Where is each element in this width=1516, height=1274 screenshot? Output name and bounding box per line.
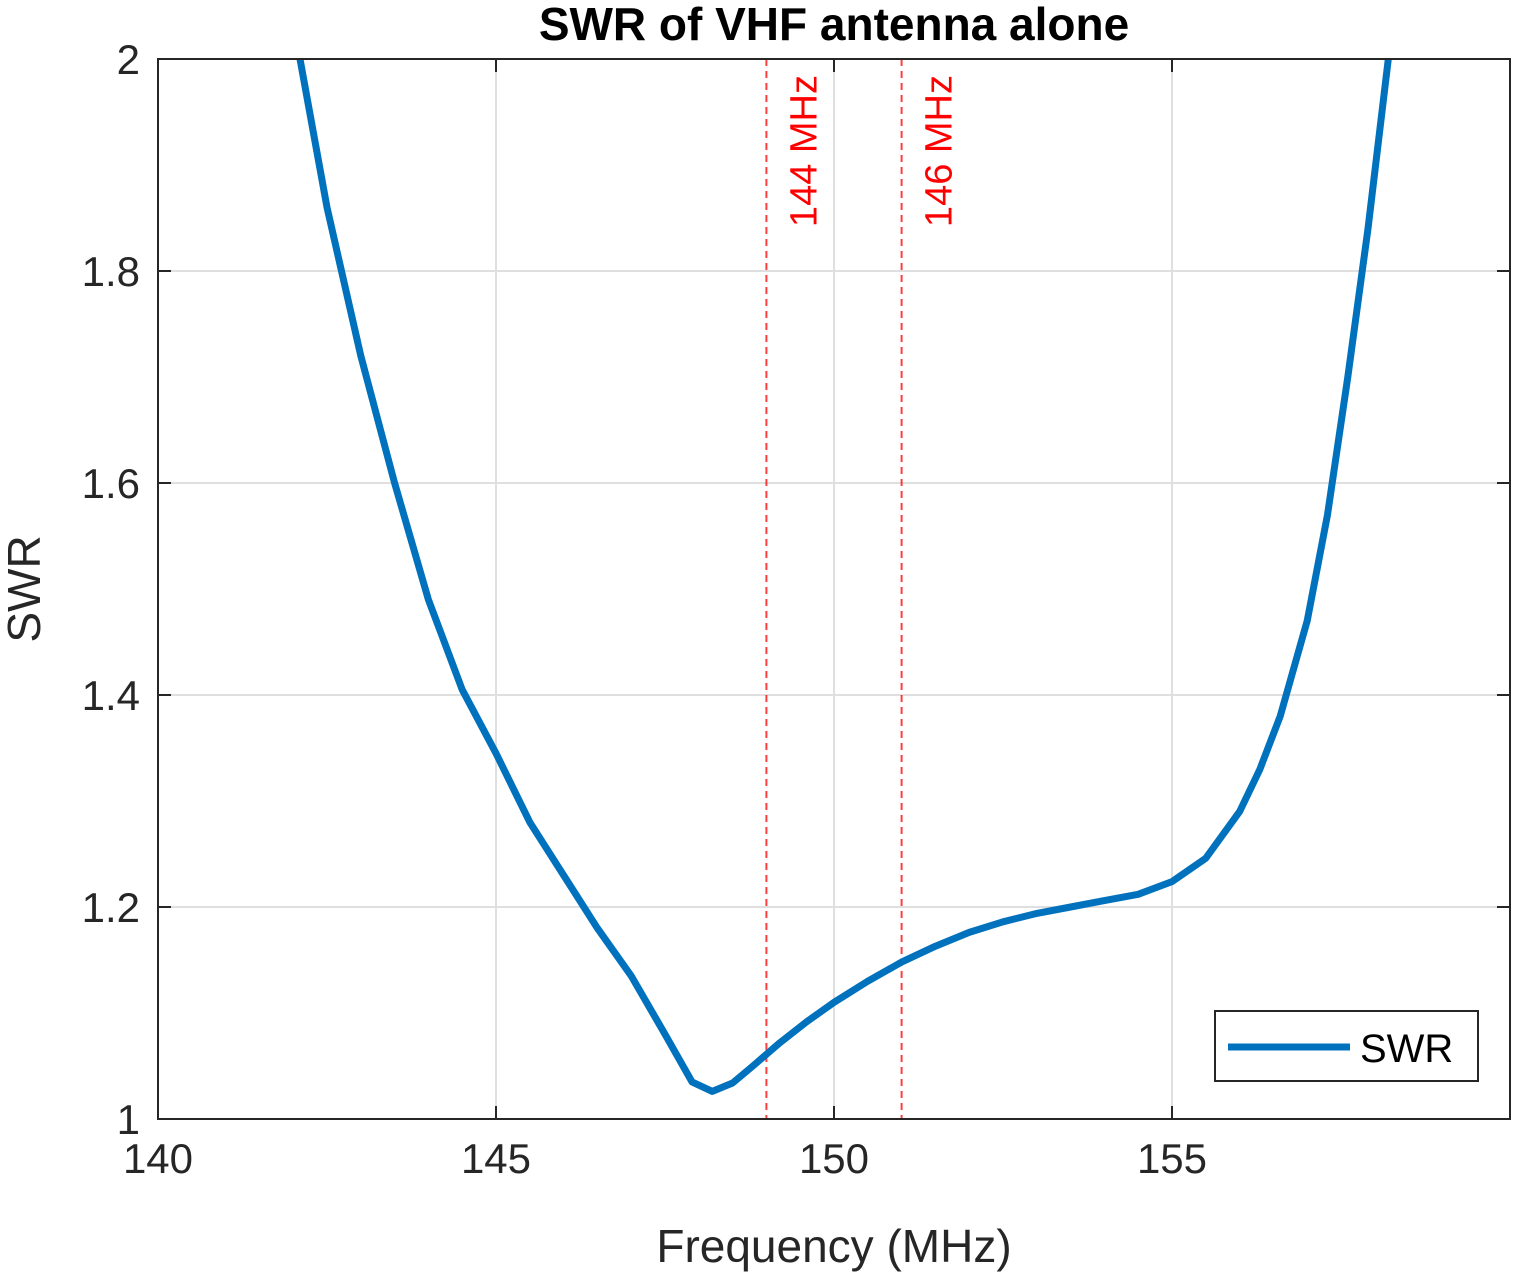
- y-axis-label: SWR: [0, 535, 50, 642]
- reference-line-label: 146 MHz: [919, 75, 961, 227]
- y-tick-label: 1.2: [82, 884, 140, 931]
- legend-label: SWR: [1360, 1027, 1453, 1071]
- reference-line-label: 144 MHz: [783, 75, 825, 227]
- axis-ticks: 140 145 150 155 1 1.2 1.4 1.6 1.8 2: [82, 36, 1510, 1182]
- x-axis-label: Frequency (MHz): [656, 1220, 1011, 1272]
- series-line-swr: [296, 58, 1392, 1095]
- x-tick-label: 145: [461, 1135, 531, 1182]
- y-tick-label: 2: [117, 36, 140, 83]
- y-tick-label: 1.8: [82, 248, 140, 295]
- x-tick-label: 150: [799, 1135, 869, 1182]
- y-tick-label: 1.6: [82, 460, 140, 507]
- y-tick-label: 1: [117, 1096, 140, 1143]
- y-tick-label: 1.4: [82, 672, 140, 719]
- chart-title: SWR of VHF antenna alone: [539, 0, 1129, 50]
- series-layer: [296, 58, 1392, 1095]
- x-tick-label: 140: [123, 1135, 193, 1182]
- x-tick-label: 155: [1137, 1135, 1207, 1182]
- legend: SWR: [1214, 1010, 1479, 1082]
- grid-lines: [158, 59, 1510, 1119]
- reference-lines: 144 MHz 146 MHz: [765, 59, 961, 1119]
